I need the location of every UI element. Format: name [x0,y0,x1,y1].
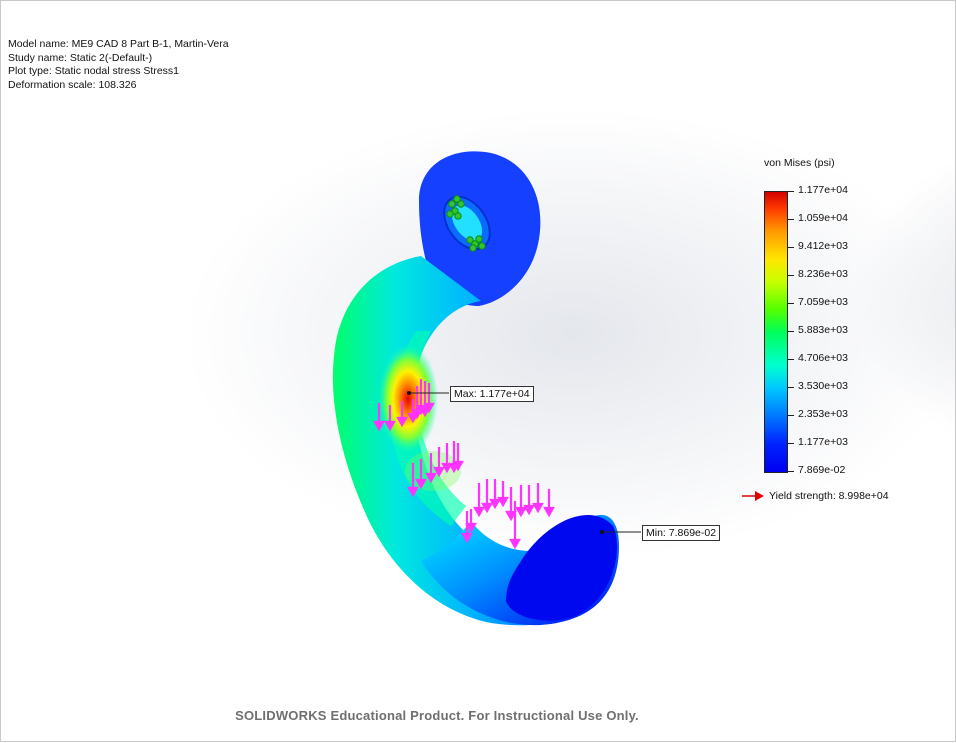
fixture-markers [446,195,486,252]
legend-tick-label: 2.353e+03 [798,408,848,420]
load-arrow-head [465,522,477,534]
load-arrow-head [441,462,453,474]
load-arrow-head [396,416,408,428]
legend-tick [788,303,794,304]
load-arrow-head [407,412,419,424]
legend-tick [788,415,794,416]
load-arrow-head [419,406,431,418]
legend-tick-label: 9.412e+03 [798,240,848,252]
legend-tick [788,387,794,388]
educational-watermark: SOLIDWORKS Educational Product. For Inst… [235,708,639,723]
legend-tick [788,191,794,192]
deformation-scale-text: Deformation scale: 108.326 [8,78,137,91]
legend-tick-label: 7.869e-02 [798,464,846,476]
load-arrow-head [497,496,509,508]
load-arrow-head [373,420,385,432]
min-marker [600,530,604,534]
load-arrow-head [461,532,473,544]
load-arrow-head [505,510,517,522]
load-arrow-head [481,502,493,514]
legend-title: von Mises (psi) [764,157,835,169]
load-arrow-head [473,506,485,518]
legend-tick [788,275,794,276]
yield-strength: Yield strength: 8.998e+04 [741,490,889,502]
legend-tick-label: 4.706e+03 [798,352,848,364]
load-arrow-head [423,402,435,414]
legend-tick [788,443,794,444]
load-arrows [373,379,555,550]
load-arrow-head [433,466,445,478]
legend-tick [788,331,794,332]
legend-tick-label: 1.177e+03 [798,436,848,448]
load-arrow-head [407,486,419,498]
stress-colorbar [764,191,788,473]
legend-tick-label: 8.236e+03 [798,268,848,280]
load-arrow-head [515,506,527,518]
load-arrow-head [509,538,521,550]
load-arrow-head [415,478,427,490]
study-info-block: Model name: ME9 CAD 8 Part B-1, Martin-V… [8,38,229,92]
legend-tick-label: 3.530e+03 [798,380,848,392]
load-arrow-head [384,420,396,432]
legend-tick-label: 7.059e+03 [798,296,848,308]
legend-tick-label: 1.177e+04 [798,184,848,196]
model-name-text: Model name: ME9 CAD 8 Part B-1, Martin-V… [8,38,229,50]
load-arrow-head [532,502,544,514]
plot-type-text: Plot type: Static nodal stress Stress1 [8,65,179,77]
legend-tick-label: 1.059e+04 [798,212,848,224]
load-arrow-head [425,472,437,484]
legend-tick-label: 5.883e+03 [798,324,848,336]
min-callout: Min: 7.869e-02 [642,525,721,541]
load-arrow-head [543,506,555,518]
legend-tick [788,359,794,360]
max-marker [407,391,411,395]
study-name-text: Study name: Static 2(-Default-) [8,51,153,64]
arrow-right-icon [742,491,764,501]
legend-tick [788,247,794,248]
yield-strength-label: Yield strength: 8.998e+04 [769,490,889,502]
load-arrow-head [523,504,535,516]
load-arrow-head [452,460,464,472]
load-arrow-head [489,498,501,510]
legend-tick [788,471,794,472]
max-callout: Max: 1.177e+04 [450,386,534,402]
legend-tick [788,219,794,220]
